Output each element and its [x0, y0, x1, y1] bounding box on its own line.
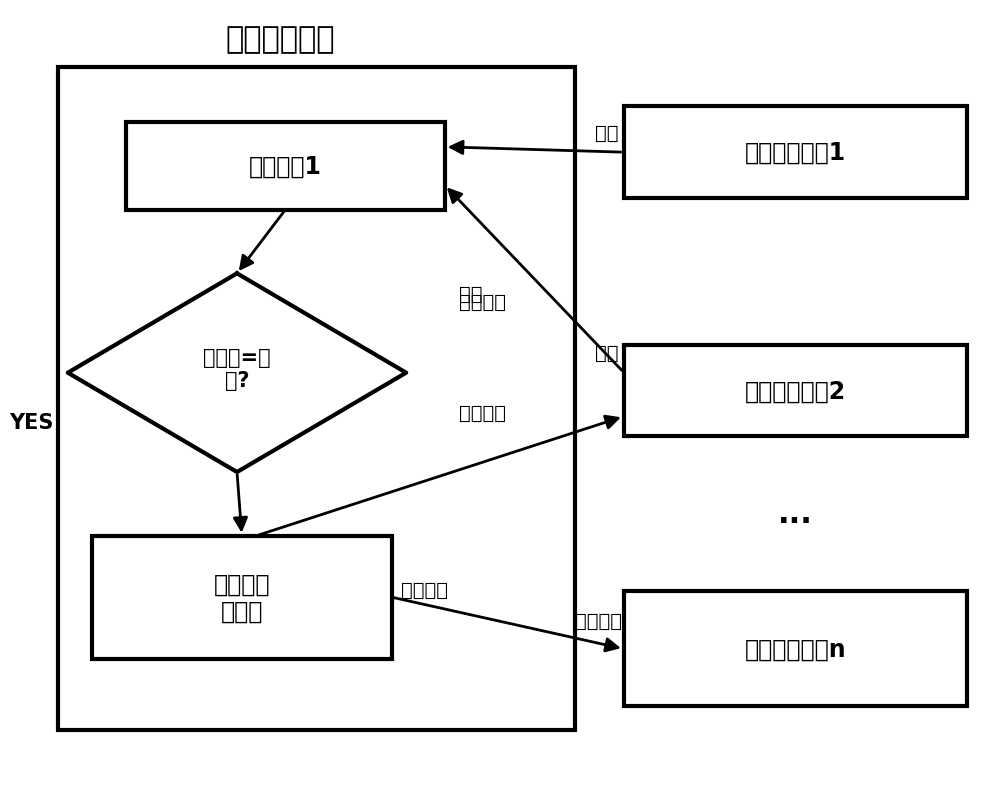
- Text: 同步状态: 同步状态: [459, 403, 506, 423]
- Bar: [624, 107, 967, 199]
- Text: 消息: 消息: [595, 124, 619, 143]
- Text: 计数器加1: 计数器加1: [249, 155, 322, 179]
- Bar: [92, 536, 392, 659]
- Text: 命令解释模块1: 命令解释模块1: [745, 141, 846, 165]
- Text: 命令解释模块n: 命令解释模块n: [744, 637, 846, 661]
- Text: ...: ...: [778, 500, 813, 529]
- Bar: [624, 592, 967, 707]
- Bar: [126, 124, 445, 210]
- Text: 置同步状
态为真: 置同步状 态为真: [214, 572, 270, 623]
- Polygon shape: [68, 274, 406, 472]
- Text: 消息: 消息: [459, 285, 483, 303]
- Text: 同步管理模块: 同步管理模块: [226, 26, 335, 55]
- Text: YES: YES: [9, 413, 53, 433]
- Text: 消息: 消息: [595, 343, 619, 363]
- Text: 同步状态: 同步状态: [575, 611, 622, 630]
- Bar: [58, 67, 575, 731]
- Text: 计数器=门
限?: 计数器=门 限?: [203, 348, 271, 391]
- Bar: [624, 346, 967, 437]
- Text: 命令解释模块2: 命令解释模块2: [745, 379, 846, 403]
- Text: 同步状态: 同步状态: [459, 292, 506, 311]
- Text: 同步状态: 同步状态: [401, 580, 448, 599]
